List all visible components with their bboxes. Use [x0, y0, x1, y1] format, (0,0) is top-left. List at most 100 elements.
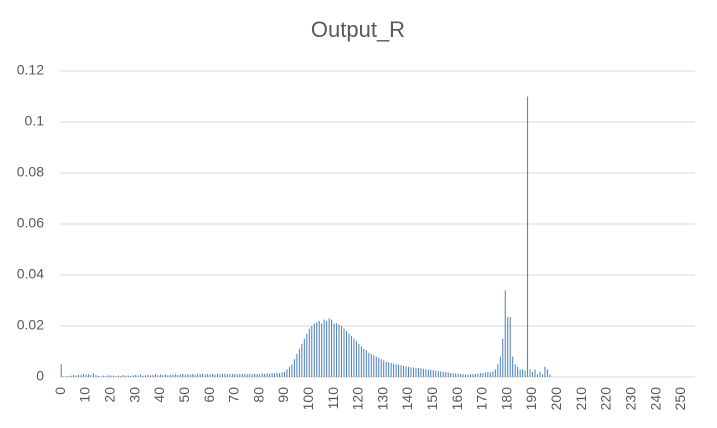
bar — [519, 369, 521, 377]
bar — [398, 364, 400, 377]
bar — [286, 369, 288, 377]
x-tick-label: 100 — [300, 387, 316, 411]
bar — [224, 373, 226, 377]
bar — [107, 375, 109, 377]
bar — [214, 374, 216, 377]
bar — [447, 372, 449, 377]
bar — [502, 338, 504, 377]
bar — [194, 374, 196, 377]
bar — [417, 368, 419, 377]
bar — [388, 362, 390, 377]
bar — [477, 373, 479, 377]
bar — [100, 376, 102, 377]
bar — [383, 360, 385, 377]
bar — [70, 375, 72, 377]
bar — [281, 372, 283, 377]
bar — [184, 374, 186, 377]
bar — [241, 374, 243, 377]
bar — [68, 376, 70, 377]
bar — [539, 371, 541, 377]
bar — [529, 369, 531, 377]
x-tick-label: 160 — [449, 387, 465, 411]
bar — [450, 372, 452, 377]
bar — [164, 374, 166, 377]
bar — [274, 373, 276, 377]
bar — [378, 357, 380, 377]
bar — [514, 364, 516, 377]
x-tick-label: 90 — [275, 387, 291, 403]
bar — [390, 362, 392, 377]
bar — [408, 366, 410, 377]
bar — [65, 376, 67, 377]
bar — [150, 375, 152, 377]
bar — [192, 373, 194, 377]
x-tick-label: 10 — [77, 387, 93, 403]
bar — [296, 354, 298, 377]
x-tick-label: 250 — [672, 387, 688, 411]
x-tick-label: 20 — [102, 387, 118, 403]
bar — [348, 333, 350, 377]
bar — [122, 374, 124, 377]
bar — [462, 374, 464, 377]
bar — [370, 354, 372, 377]
bar — [313, 323, 315, 377]
bar — [405, 366, 407, 377]
bar — [536, 374, 538, 377]
bar — [380, 359, 382, 377]
bar — [177, 374, 179, 377]
bar — [345, 331, 347, 377]
bar — [546, 369, 548, 377]
bar — [430, 369, 432, 377]
x-tick-label: 180 — [498, 387, 514, 411]
x-tick-label: 0 — [52, 387, 68, 395]
bar — [117, 375, 119, 377]
y-tick-label: 0.06 — [17, 215, 44, 231]
bar — [410, 367, 412, 377]
bar — [336, 323, 338, 377]
bar — [145, 375, 147, 377]
bar — [492, 371, 494, 377]
bar — [395, 364, 397, 377]
bar — [341, 326, 343, 377]
y-tick-label: 0.02 — [17, 317, 44, 333]
bar — [460, 373, 462, 377]
bar — [92, 373, 94, 377]
x-tick-label: 170 — [474, 387, 490, 411]
bar — [437, 370, 439, 377]
bar — [261, 373, 263, 377]
bar — [301, 343, 303, 377]
bar — [318, 320, 320, 377]
bar — [355, 341, 357, 377]
bar — [499, 356, 501, 377]
bar — [147, 374, 149, 377]
bar — [474, 373, 476, 377]
bar — [202, 373, 204, 377]
bar — [363, 348, 365, 377]
bar — [412, 367, 414, 377]
bar — [231, 374, 233, 377]
bar — [512, 356, 514, 377]
bar — [105, 375, 107, 377]
chart-title: Output_R — [311, 17, 405, 42]
bar — [435, 370, 437, 377]
x-tick-label: 60 — [201, 387, 217, 403]
bar — [182, 373, 184, 377]
bar — [249, 373, 251, 377]
bar — [368, 352, 370, 377]
bar — [373, 355, 375, 377]
bar — [207, 373, 209, 377]
bar — [130, 375, 132, 377]
x-tick-label: 120 — [350, 387, 366, 411]
bar — [333, 323, 335, 377]
bar — [236, 374, 238, 377]
bar — [75, 375, 77, 377]
bar — [80, 374, 82, 377]
bar — [197, 373, 199, 377]
y-tick-label: 0.04 — [17, 266, 44, 282]
bar — [137, 375, 139, 377]
x-tick-label: 50 — [176, 387, 192, 403]
bar — [78, 374, 80, 377]
bar — [246, 374, 248, 377]
bar — [169, 374, 171, 377]
bar — [338, 324, 340, 377]
